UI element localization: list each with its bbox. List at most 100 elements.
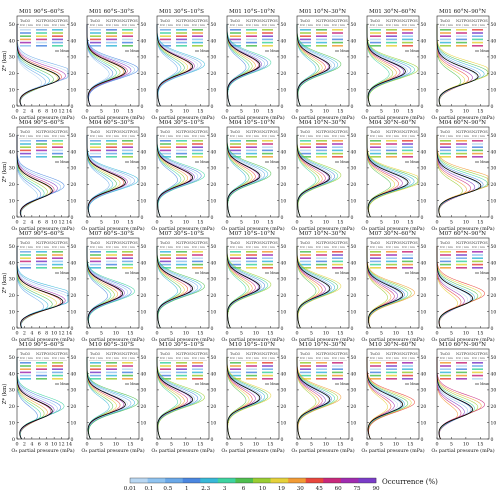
x-tick-label: 15 [267,331,273,337]
table-entry [106,149,117,152]
panel-frame [156,348,210,440]
table-unit: DU / km [332,134,345,138]
x-tick-label: 15 [477,220,483,226]
x-tick-label: 14 [66,331,72,337]
x-axis-label: O₃ partial pressure (mPa) [221,336,284,343]
table-unit: DU / km [456,134,469,138]
table-entry [52,263,63,266]
table-unit: DU / km [52,134,65,138]
x-tick-label: 14 [66,442,72,448]
table-entry [386,38,397,41]
table-entry [176,368,187,370]
y-tick-label-right: 20 [351,293,357,299]
x-tick-label: 15 [197,109,203,115]
table-entry [20,140,31,142]
x-tick-label: 10 [393,220,399,226]
table-header: N2TPOS [122,352,138,356]
table-entry [316,152,327,155]
x-tick-label: 4 [30,220,33,226]
table-entry [176,143,187,145]
y-tick-label-right: 40 [71,371,77,377]
panel-frame [16,126,70,218]
table-entry [472,251,483,253]
y-tick-label-right: 50 [211,22,217,28]
y-tick-label: 30 [9,277,15,283]
y-tick-label-right: 20 [491,182,497,188]
y-tick-label-right: 0 [141,104,144,110]
table-entry [300,41,311,44]
table-header: N2TPOS [176,130,192,134]
table-entry [472,41,483,44]
table-header: N2TPOS [52,130,68,134]
y-tick-label-right: 40 [71,149,77,155]
table-entry [230,146,241,148]
table-unit: DU / km [122,356,135,360]
table-entry [262,251,273,253]
legend-mean-label: Mean [480,382,489,386]
y-tick-label-right: 50 [141,355,147,361]
table-entry [332,143,343,145]
panel-frame [86,15,140,107]
y-tick-label-right: 30 [281,166,287,172]
x-tick-label: 0 [85,331,88,337]
y-tick-label-right: 30 [281,388,287,394]
table-entry [230,254,241,256]
y-tick-label-right: 0 [281,104,284,110]
table-entry [20,156,31,158]
table-unit: DU / km [472,356,485,360]
table-entry [106,374,117,377]
table-entry [192,371,203,374]
table-entry [300,35,311,37]
table-entry [160,29,171,31]
table-unit: DU / km [106,23,119,27]
table-entry [472,156,483,158]
table-entry [230,29,241,31]
table-entry [90,368,101,370]
y-tick-label: 10 [9,309,15,315]
table-entry [386,251,397,253]
table-entry [160,41,171,44]
panel-frame [86,126,140,218]
table-header: TuO3 [440,130,451,134]
table-entry [246,267,257,269]
table-entry [246,263,257,266]
x-axis-label: O₃ partial pressure (mPa) [361,336,424,343]
panel-title: M07 30°S–10°S [159,231,204,237]
mean-profile-line [366,246,404,329]
legend-mean-label: Mean [410,271,419,275]
x-tick-label: 5 [100,109,103,115]
table-entry [90,378,101,380]
y-tick-label-right: 10 [421,87,427,93]
table-entry [36,35,47,37]
table-entry [176,38,187,41]
table-unit: DU / km [262,356,275,360]
table-entry [122,374,133,377]
x-tick-label: 15 [477,331,483,337]
table-entry [332,267,343,269]
table-unit: DU / km [20,356,33,360]
table-entry [52,152,63,155]
y-tick-label-right: 50 [421,133,427,139]
table-header: TuO3 [160,241,171,245]
x-axis-label: O₃ partial pressure (mPa) [11,336,74,343]
table-entry [230,251,241,253]
y-tick-label-right: 30 [211,55,217,61]
x-tick-label: 15 [127,331,133,337]
table-unit: DU / km [122,23,135,27]
table-unit: DU / km [52,245,65,249]
table-entry [456,362,467,364]
y-tick-label-right: 40 [491,149,497,155]
x-tick-label: 0 [365,220,368,226]
table-entry [300,143,311,145]
x-tick-label: 15 [337,331,343,337]
table-entry [402,152,413,155]
x-tick-label: 10 [51,220,57,226]
y-tick-label-right: 40 [71,38,77,44]
y-tick-label-right: 0 [71,215,74,221]
y-tick-label-right: 40 [211,38,217,44]
table-entry [20,365,31,367]
table-entry [332,146,343,148]
table-entry [160,368,171,370]
